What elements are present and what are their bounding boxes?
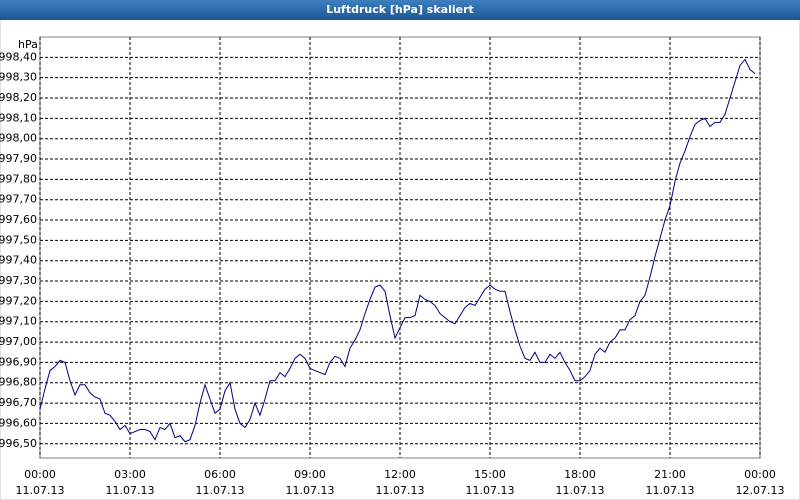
y-tick-label: 997,50 [0, 233, 37, 246]
y-tick-label: 997,00 [0, 335, 37, 348]
y-tick-label: 998,30 [0, 71, 37, 84]
y-tick-label: 996,90 [0, 355, 37, 368]
title-bar [0, 0, 800, 20]
y-tick-label: 998,00 [0, 132, 37, 145]
y-tick-label: 997,60 [0, 213, 37, 226]
data-line [39, 58, 756, 443]
y-tick-label: 997,10 [0, 315, 37, 328]
y-tick-label: 997,70 [0, 193, 37, 206]
y-tick-label: 997,40 [0, 254, 37, 267]
y-tick-label: 996,70 [0, 396, 37, 409]
x-tick-date: 11.07.13 [646, 484, 695, 497]
x-tick-label: 18:00 [564, 468, 596, 481]
x-tick-date: 11.07.13 [556, 484, 605, 497]
x-tick-label: 00:00 [744, 468, 776, 481]
y-unit: hPa [18, 38, 38, 51]
x-tick-date: 11.07.13 [376, 484, 425, 497]
y-tick-label: 998,40 [0, 50, 37, 63]
y-tick-label: 997,80 [0, 172, 37, 185]
y-tick-label: 996,50 [0, 437, 37, 450]
x-tick-label: 00:00 [24, 468, 56, 481]
x-tick-date: 11.07.13 [466, 484, 515, 497]
chart-title: Luftdruck [hPa] skaliert [326, 3, 474, 16]
x-tick-label: 21:00 [654, 468, 686, 481]
x-tick-date: 11.07.13 [16, 484, 65, 497]
x-tick-label: 15:00 [474, 468, 506, 481]
y-tick-label: 997,30 [0, 274, 37, 287]
y-tick-label: 997,20 [0, 294, 37, 307]
x-tick-date: 11.07.13 [286, 484, 335, 497]
y-tick-label: 996,60 [0, 416, 37, 429]
y-tick-label: 998,10 [0, 111, 37, 124]
x-tick-label: 12:00 [384, 468, 416, 481]
x-tick-date: 11.07.13 [106, 484, 155, 497]
x-tick-label: 06:00 [204, 468, 236, 481]
x-tick-date: 12.07.13 [736, 484, 785, 497]
x-tick-label: 09:00 [294, 468, 326, 481]
y-tick-label: 996,80 [0, 376, 37, 389]
y-tick-label: 997,90 [0, 152, 37, 165]
y-tick-label: 998,20 [0, 91, 37, 104]
x-tick-label: 03:00 [114, 468, 146, 481]
x-tick-date: 11.07.13 [196, 484, 245, 497]
